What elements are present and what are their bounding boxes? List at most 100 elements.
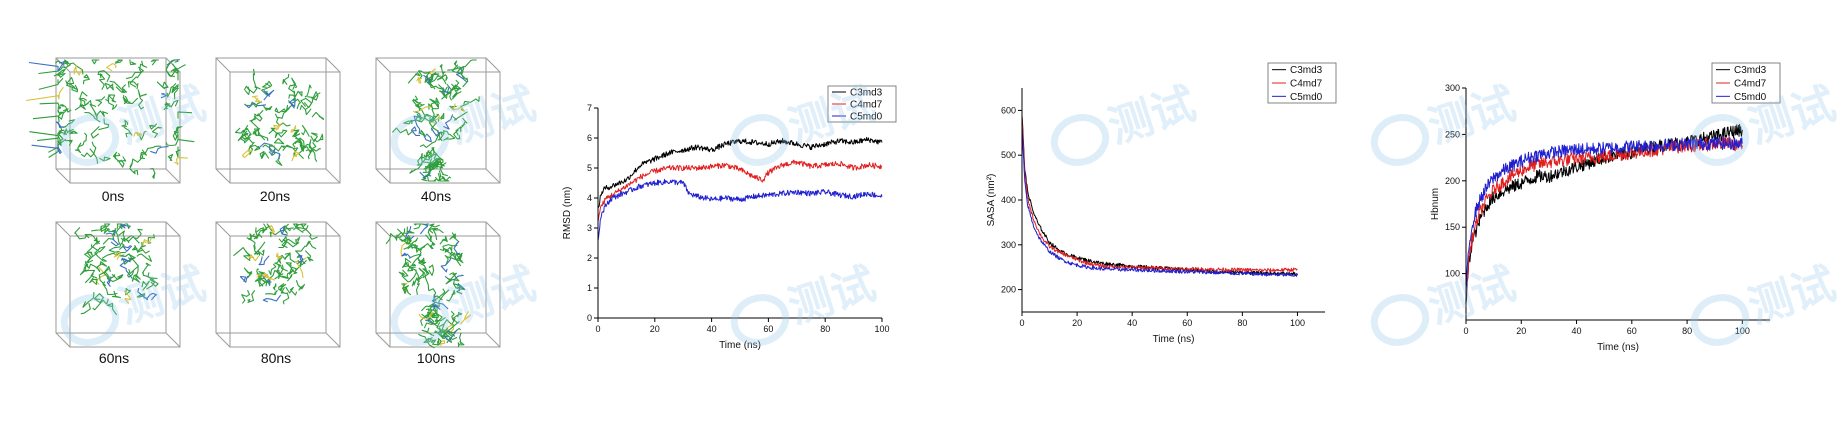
x-tick-label: 80 [1682, 326, 1692, 336]
y-tick-label: 0 [587, 313, 592, 323]
watermark-logo-icon [1690, 294, 1750, 346]
legend-entry: C5md0 [850, 112, 883, 123]
series-line [1021, 115, 1298, 276]
snapshot-time-label: 60ns [99, 350, 129, 366]
snapshot-panel: 100ns [375, 221, 501, 366]
watermark-text: 测试 [1743, 259, 1840, 333]
watermark: 测试 [60, 259, 212, 346]
y-axis-title: Hbnum [1430, 188, 1441, 220]
series-line [1021, 117, 1298, 273]
x-tick-label: 20 [1072, 318, 1082, 328]
series-line [597, 136, 883, 209]
snapshot-time-label: 20ns [260, 188, 290, 204]
x-tick-label: 40 [1572, 326, 1582, 336]
series-line [1021, 126, 1298, 277]
legend: C3md3 C4md7 C5md0 [1711, 62, 1781, 104]
watermark: 测试 [730, 79, 882, 166]
legend-entry: C3md3 [1734, 65, 1767, 76]
snapshot-time-label: 80ns [261, 350, 291, 366]
y-tick-label: 7 [587, 103, 592, 113]
y-tick-label: 500 [1001, 150, 1016, 160]
legend-entry: C5md0 [1290, 92, 1323, 103]
legend-entry: C3md3 [1290, 65, 1323, 76]
plot-area [1465, 123, 1743, 303]
watermark-logo-icon [60, 294, 120, 346]
watermark: 测试 [390, 79, 542, 166]
series-line [597, 178, 883, 241]
watermark-logo-icon [60, 114, 120, 166]
y-axis-title: SASA (nm²) [986, 174, 997, 227]
line-chart: 0 20 40 60 80 100 200 300 400 500 600 Time (ns) SASA… [986, 62, 1337, 345]
watermark-text: 测试 [113, 259, 212, 333]
legend-entry: C4md7 [850, 100, 883, 111]
molecule-cluster [233, 223, 318, 305]
y-tick-label: 5 [587, 163, 592, 173]
y-tick-label: 200 [1445, 176, 1460, 186]
y-tick-label: 150 [1445, 222, 1460, 232]
simulation-box [55, 221, 181, 348]
x-axis-title: Time (ns) [1597, 342, 1639, 353]
y-tick-label: 2 [587, 253, 592, 263]
simulation-box [215, 221, 341, 348]
watermark-logo-icon [390, 294, 450, 346]
plot-area [1021, 115, 1298, 277]
watermark-logo-icon [1370, 114, 1430, 166]
x-tick-label: 0 [595, 324, 600, 334]
plot-area [597, 136, 883, 241]
x-tick-label: 40 [707, 324, 717, 334]
watermark-logo-icon [390, 114, 450, 166]
watermark-logo-icon [730, 114, 790, 166]
molecule-cluster [385, 223, 471, 349]
snapshot-time-label: 100ns [417, 350, 455, 366]
molecule-cluster [74, 223, 159, 316]
x-tick-label: 60 [1627, 326, 1637, 336]
simulation-box [375, 221, 501, 348]
watermark: 测试 [390, 259, 542, 346]
x-tick-label: 20 [650, 324, 660, 334]
y-tick-label: 600 [1001, 105, 1016, 115]
watermark: 测试 [60, 79, 212, 166]
watermark: 测试 [1050, 79, 1202, 166]
watermark-logo-icon [1370, 294, 1430, 346]
y-tick-label: 1 [587, 283, 592, 293]
y-tick-label: 4 [587, 193, 592, 203]
legend-entry: C3md3 [850, 88, 883, 99]
y-tick-label: 250 [1445, 129, 1460, 139]
snapshot-panel: 40ns [375, 57, 501, 204]
watermark-logo-icon [730, 294, 790, 346]
legend-entry: C5md0 [1734, 92, 1767, 103]
snapshot-panel: 20ns [215, 57, 341, 204]
molecule-cluster [391, 59, 480, 182]
y-tick-label: 400 [1001, 195, 1016, 205]
snapshot-grid: 0ns 20ns 40ns 60ns 80ns 100ns [25, 57, 501, 366]
watermark-text: 测试 [1423, 259, 1522, 333]
watermark-text: 测试 [443, 259, 542, 333]
x-tick-label: 100 [1290, 318, 1305, 328]
snapshot-panel: 80ns [215, 221, 341, 366]
molecule-cluster [25, 59, 195, 179]
snapshot-panel: 0ns [25, 57, 195, 204]
x-tick-label: 100 [874, 324, 889, 334]
watermark-logo-icon [1050, 114, 1110, 166]
y-tick-label: 300 [1445, 83, 1460, 93]
snapshot-panel: 60ns [55, 221, 181, 366]
series-line [1465, 136, 1743, 295]
watermark-text: 测试 [113, 79, 212, 153]
watermark-text: 测试 [1103, 79, 1202, 153]
watermark: 测试 [1690, 259, 1840, 346]
y-tick-label: 3 [587, 223, 592, 233]
legend: C3md3 C4md7 C5md0 [1267, 62, 1337, 104]
snapshot-time-label: 40ns [421, 188, 451, 204]
x-tick-label: 0 [1019, 318, 1024, 328]
series-line [597, 159, 883, 222]
simulation-box [215, 57, 341, 184]
x-tick-label: 40 [1127, 318, 1137, 328]
watermark-logo-icon [1690, 114, 1750, 166]
x-tick-label: 60 [1182, 318, 1192, 328]
legend-entry: C4md7 [1734, 79, 1767, 90]
y-tick-label: 6 [587, 133, 592, 143]
legend-entry: C4md7 [1290, 79, 1323, 90]
x-tick-label: 0 [1463, 326, 1468, 336]
